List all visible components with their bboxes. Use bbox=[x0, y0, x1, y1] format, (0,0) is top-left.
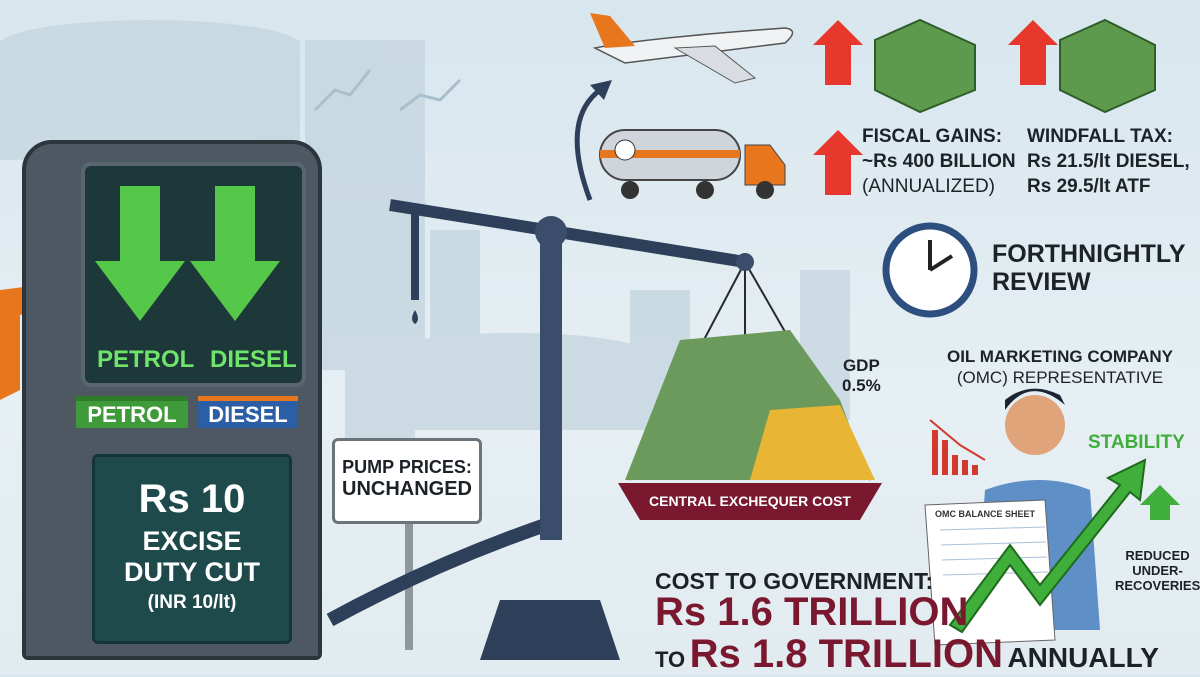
reduced-line-2: UNDER- bbox=[1132, 563, 1183, 578]
cost-heading: COST TO GOVERNMENT: bbox=[655, 568, 934, 594]
pump-prices-sign: PUMP PRICES: UNCHANGED bbox=[332, 438, 482, 524]
excise-panel: Rs 10 EXCISE DUTY CUT (INR 10/lt) bbox=[92, 454, 292, 644]
cost-high: Rs 1.8 TRILLION bbox=[689, 632, 1003, 676]
arrow-down-icon bbox=[95, 186, 185, 321]
trend-up-arrow bbox=[948, 458, 1147, 634]
money-stack-icon bbox=[1059, 18, 1156, 114]
rate-line: (INR 10/lt) bbox=[147, 592, 237, 613]
duty-cut-line: DUTY CUT bbox=[123, 557, 260, 587]
screen-petrol-label: PETROL bbox=[97, 346, 195, 373]
review-line-2: REVIEW bbox=[992, 268, 1091, 296]
money-pile bbox=[625, 330, 875, 480]
money-stack-icon bbox=[874, 18, 976, 114]
arrow-up-icon bbox=[813, 130, 863, 195]
omc-line-2: (OMC) REPRESENTATIVE bbox=[956, 368, 1164, 387]
screen-diesel-label: DIESEL bbox=[210, 346, 297, 373]
gdp-value: 0.5% bbox=[842, 376, 881, 395]
arrow-up-icon bbox=[1140, 485, 1180, 520]
stability-label: STABILITY bbox=[1088, 432, 1185, 453]
reduced-line-1: REDUCED bbox=[1125, 548, 1190, 563]
windfall-diesel: Rs 21.5/lt DIESEL, bbox=[1027, 151, 1190, 172]
tray bbox=[618, 483, 882, 520]
curved-arrow-icon bbox=[590, 80, 612, 100]
cost-suffix: ANNUALLY bbox=[1007, 642, 1159, 673]
sign-line-1: PUMP PRICES: bbox=[342, 457, 472, 477]
balance-sheet-title: OMC BALANCE SHEET bbox=[934, 509, 1035, 519]
cost-low: Rs 1.6 TRILLION bbox=[655, 590, 969, 634]
petrol-label: PETROL bbox=[76, 396, 188, 428]
omc-line-1: OIL MARKETING COMPANY bbox=[946, 347, 1174, 366]
fiscal-gains-value: ~Rs 400 BILLION bbox=[862, 151, 1016, 172]
clock-icon bbox=[882, 222, 978, 318]
arrow-down-icon bbox=[190, 186, 280, 321]
airplane-icon bbox=[590, 13, 794, 84]
gdp-label: GDP bbox=[842, 356, 880, 375]
pump-screen: PETROL DIESEL bbox=[81, 162, 306, 387]
tray-label: CENTRAL EXCHEQUER COST bbox=[649, 493, 851, 509]
gold-bars bbox=[750, 405, 875, 480]
arrow-up-icon bbox=[813, 20, 863, 85]
excise-amount: Rs 10 bbox=[138, 477, 246, 521]
excise-line: EXCISE bbox=[142, 526, 242, 556]
fiscal-gains-title: FISCAL GAINS: bbox=[862, 126, 1003, 147]
diesel-label: DIESEL bbox=[198, 396, 298, 428]
review-line-1: FORTHNIGHTLY bbox=[992, 240, 1186, 268]
windfall-atf: Rs 29.5/lt ATF bbox=[1027, 176, 1151, 197]
tanker-truck-icon bbox=[599, 129, 786, 199]
fuel-pump: PETROL DIESEL PETROL DIESEL Rs 10 EXCISE… bbox=[22, 140, 322, 660]
windfall-title: WINDFALL TAX: bbox=[1027, 126, 1173, 147]
down-arrows bbox=[95, 186, 280, 321]
reduced-line-3: RECOVERIES bbox=[1115, 578, 1200, 593]
cost-to: TO bbox=[655, 647, 686, 672]
arrow-up-icon bbox=[1008, 20, 1058, 85]
declining-chart-icon bbox=[929, 419, 986, 475]
fiscal-gains-note: (ANNUALIZED) bbox=[862, 176, 996, 197]
sign-line-2: UNCHANGED bbox=[342, 478, 472, 500]
